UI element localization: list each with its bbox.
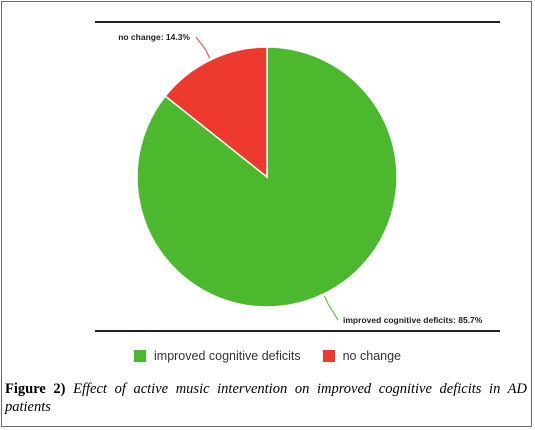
caption-label: Figure 2) [5, 381, 66, 397]
pie-callouts: improved cognitive deficits: 85.7% no cha… [118, 32, 483, 325]
callout-line-improved-cognitive-deficits [323, 295, 339, 321]
legend-swatch-no-change [322, 350, 335, 362]
callout-line-no-change [195, 36, 211, 59]
data-label-improved-cognitive-deficits: improved cognitive deficits: 85.7% [343, 315, 483, 325]
caption-text: Effect of active music intervention on i… [5, 381, 528, 415]
pie-chart: improved cognitive deficits: 85.7% no cha… [95, 21, 500, 332]
legend-swatch-improved [134, 350, 146, 362]
legend-item-improved[interactable]: improved cognitive deficits [134, 349, 301, 363]
legend-label-no-change: no change [342, 349, 401, 363]
legend-item-no-change[interactable]: no change [322, 349, 401, 363]
pie-slices [136, 46, 398, 308]
legend-label-improved: improved cognitive deficits [154, 349, 301, 363]
pie-slice-no-change[interactable] [164, 46, 268, 179]
legend: improved cognitive deficits no change [0, 342, 535, 370]
figure-caption: Figure 2) Effect of active music interve… [5, 380, 527, 416]
data-label-no-change: no change: 14.3% [118, 32, 190, 42]
